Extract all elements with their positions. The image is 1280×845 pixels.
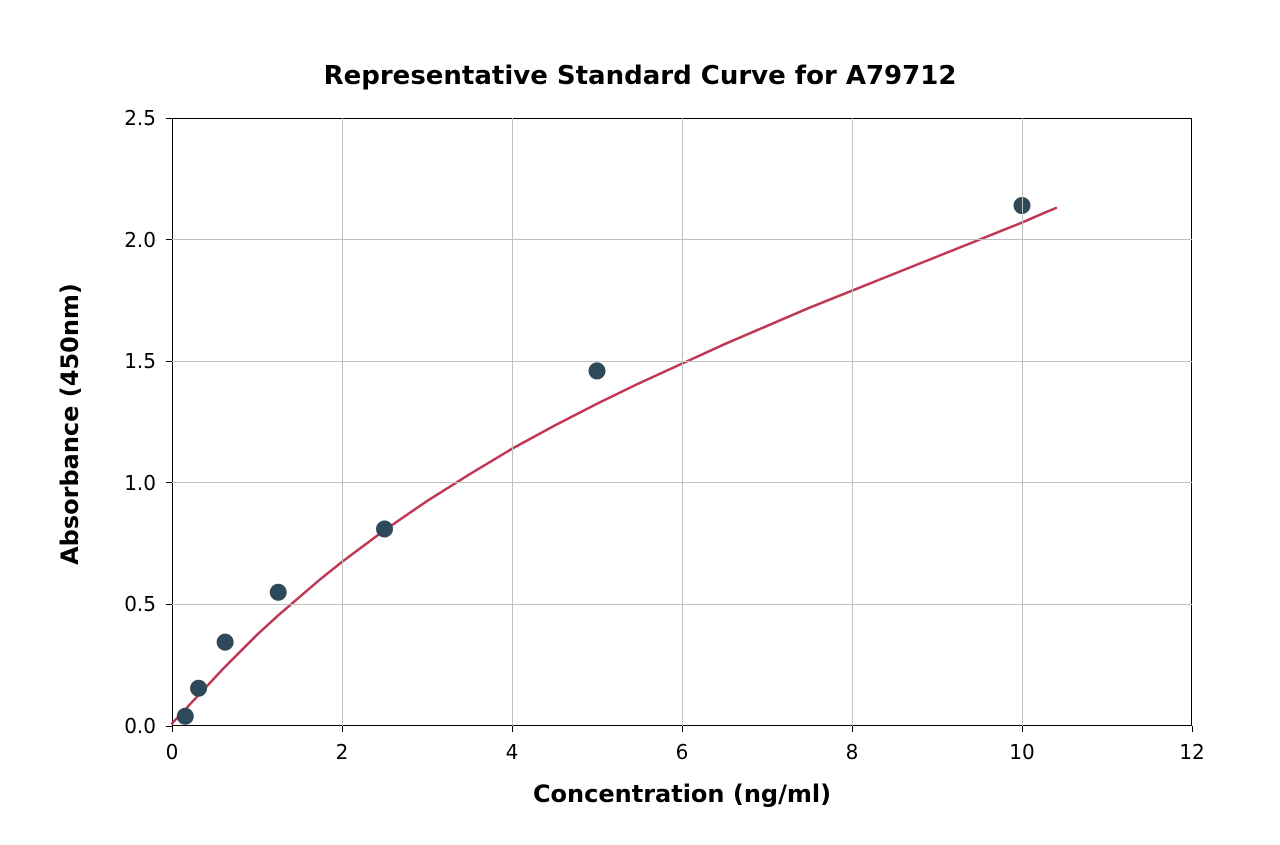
x-axis-label: Concentration (ng/ml) <box>172 780 1192 808</box>
grid-line-vertical <box>512 118 513 726</box>
x-tick-label: 6 <box>652 740 712 764</box>
x-tick <box>682 726 683 732</box>
x-tick <box>512 726 513 732</box>
x-tick <box>342 726 343 732</box>
x-tick-label: 8 <box>822 740 882 764</box>
y-axis-label: Absorbance (450nm) <box>56 274 84 574</box>
y-tick <box>166 604 172 605</box>
grid-line-vertical <box>1022 118 1023 726</box>
x-tick <box>1022 726 1023 732</box>
y-tick-label: 0.0 <box>124 714 156 738</box>
x-tick-label: 2 <box>312 740 372 764</box>
x-tick-label: 0 <box>142 740 202 764</box>
chart-title: Representative Standard Curve for A79712 <box>0 61 1280 91</box>
y-tick <box>166 118 172 119</box>
y-tick <box>166 239 172 240</box>
grid-line-horizontal <box>172 604 1192 605</box>
y-tick-label: 2.5 <box>124 106 156 130</box>
chart-container: Representative Standard Curve for A79712… <box>0 0 1280 845</box>
grid-line-horizontal <box>172 239 1192 240</box>
y-tick-label: 2.0 <box>124 228 156 252</box>
x-tick-label: 10 <box>992 740 1052 764</box>
y-tick <box>166 361 172 362</box>
grid-line-vertical <box>682 118 683 726</box>
y-tick <box>166 726 172 727</box>
x-tick-label: 4 <box>482 740 542 764</box>
x-tick-label: 12 <box>1162 740 1222 764</box>
grid-line-horizontal <box>172 361 1192 362</box>
grid-line-horizontal <box>172 482 1192 483</box>
x-tick <box>852 726 853 732</box>
y-tick-label: 0.5 <box>124 592 156 616</box>
x-tick <box>1192 726 1193 732</box>
y-tick <box>166 482 172 483</box>
x-tick <box>172 726 173 732</box>
grid-line-vertical <box>852 118 853 726</box>
y-tick-label: 1.5 <box>124 349 156 373</box>
grid-line-vertical <box>342 118 343 726</box>
y-tick-label: 1.0 <box>124 471 156 495</box>
